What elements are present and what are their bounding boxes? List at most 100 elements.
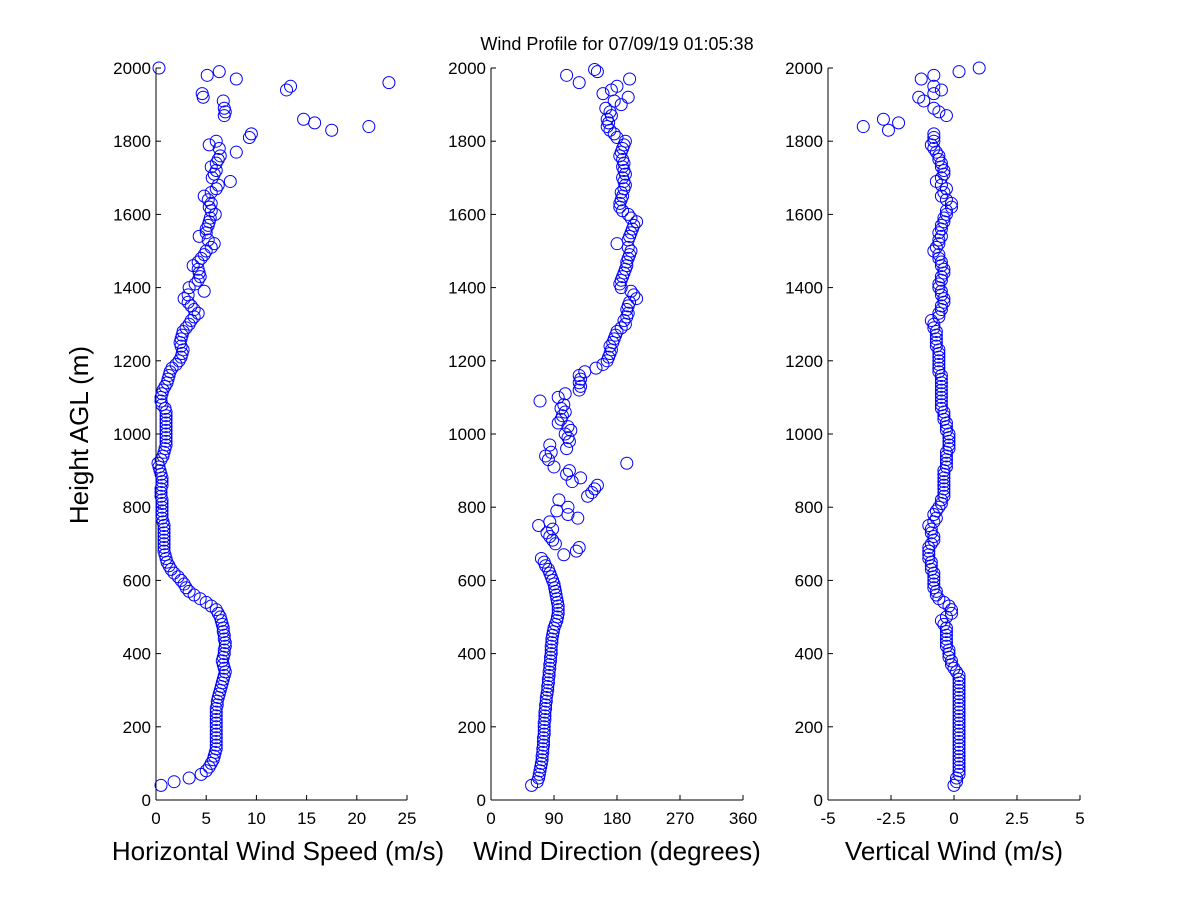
data-point <box>934 284 948 298</box>
data-point <box>932 306 946 320</box>
data-point <box>308 116 322 130</box>
data-point <box>159 423 173 437</box>
data-point <box>617 314 631 328</box>
y-tick-label: 1600 <box>113 205 151 224</box>
data-point <box>934 156 948 170</box>
data-point <box>537 738 550 752</box>
data-point <box>154 778 168 792</box>
x-tick-label: 2.5 <box>1005 809 1029 828</box>
data-point <box>614 185 628 199</box>
data-point <box>155 475 169 489</box>
data-point <box>927 244 941 258</box>
data-point <box>242 131 256 145</box>
data-point <box>152 61 166 75</box>
data-point <box>197 284 211 298</box>
data-point <box>932 277 946 291</box>
data-point <box>195 87 209 101</box>
data-point <box>155 500 169 514</box>
data-point <box>624 211 638 225</box>
data-point <box>952 669 966 683</box>
data-point <box>155 497 169 511</box>
data-point <box>932 149 946 163</box>
y-tick-label: 1000 <box>785 425 823 444</box>
data-point <box>551 416 565 430</box>
data-point <box>539 702 553 715</box>
data-point <box>159 434 173 448</box>
data-point <box>543 661 557 675</box>
data-point <box>942 442 956 456</box>
data-point <box>599 101 613 115</box>
data-point <box>934 398 948 412</box>
data-point <box>537 727 551 741</box>
data-point <box>952 760 966 774</box>
data-point <box>217 101 231 115</box>
data-point <box>934 379 948 393</box>
x-tick-label: 10 <box>247 809 266 828</box>
data-point <box>159 427 173 441</box>
y-tick-label: 600 <box>458 571 486 590</box>
data-point <box>159 438 173 452</box>
data-point <box>197 189 211 203</box>
data-point <box>610 131 624 145</box>
data-point <box>543 438 557 452</box>
data-point <box>213 149 227 163</box>
y-tick-label: 800 <box>458 498 486 517</box>
data-point <box>929 511 943 525</box>
data-point <box>154 489 168 503</box>
data-point <box>534 551 548 565</box>
data-point <box>157 544 171 558</box>
data-point <box>927 79 941 93</box>
data-point <box>589 361 603 375</box>
data-point <box>209 727 223 741</box>
data-point <box>932 237 946 251</box>
data-point <box>932 226 946 240</box>
data-point <box>892 116 906 130</box>
y-tick-label: 2000 <box>448 59 486 78</box>
y-tick-label: 0 <box>814 791 823 810</box>
data-point <box>212 142 226 156</box>
data-point <box>211 606 225 620</box>
data-point <box>603 105 617 119</box>
data-point <box>207 167 221 181</box>
y-tick-label: 1800 <box>448 132 486 151</box>
data-point <box>218 639 232 653</box>
data-point <box>167 566 181 580</box>
data-point <box>934 390 948 404</box>
y-tick-label: 600 <box>795 571 823 590</box>
x-tick-label: 5 <box>1075 809 1084 828</box>
data-point <box>950 665 964 679</box>
data-point <box>179 321 193 335</box>
data-point <box>537 734 550 748</box>
data-point <box>205 171 219 185</box>
data-point <box>952 672 966 686</box>
data-point <box>929 240 943 254</box>
data-point <box>538 712 552 726</box>
data-point <box>934 299 948 313</box>
y-tick-label: 2000 <box>785 59 823 78</box>
data-point <box>182 771 196 785</box>
data-point <box>932 357 946 371</box>
data-point <box>201 233 215 247</box>
data-point <box>934 401 948 415</box>
data-point <box>952 753 966 767</box>
data-point <box>541 676 555 690</box>
data-point <box>204 196 218 210</box>
data-point <box>616 204 630 218</box>
data-point <box>934 83 948 97</box>
data-point <box>543 529 557 543</box>
data-point <box>209 720 223 734</box>
data-point <box>159 420 173 434</box>
data-point <box>952 764 966 778</box>
data-point <box>929 325 943 339</box>
data-point <box>952 680 966 694</box>
data-point <box>942 438 956 452</box>
data-point <box>937 292 951 306</box>
x-tick-label: 20 <box>347 809 366 828</box>
x-tick-label: 5 <box>201 809 210 828</box>
y-tick-label: 1400 <box>113 279 151 298</box>
data-point <box>229 145 243 159</box>
data-point <box>544 445 558 459</box>
data-point <box>542 669 556 683</box>
data-point <box>620 456 634 470</box>
data-point <box>561 500 575 514</box>
